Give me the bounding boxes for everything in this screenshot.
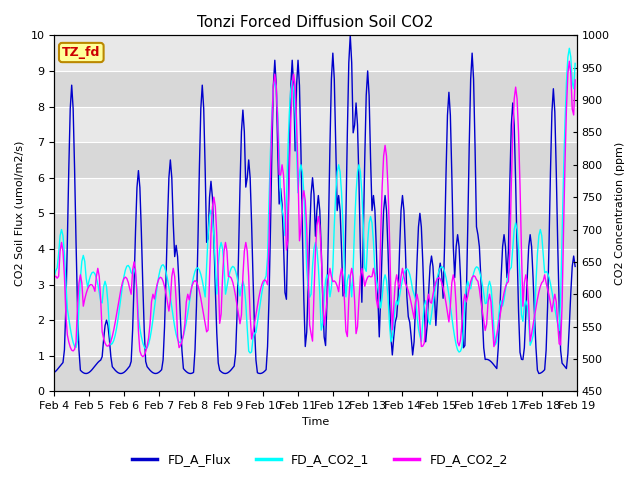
Bar [54, 142, 577, 178]
Text: TZ_fd: TZ_fd [62, 46, 100, 59]
Legend: FD_A_Flux, FD_A_CO2_1, FD_A_CO2_2: FD_A_Flux, FD_A_CO2_1, FD_A_CO2_2 [127, 448, 513, 471]
Title: Tonzi Forced Diffusion Soil CO2: Tonzi Forced Diffusion Soil CO2 [197, 15, 434, 30]
Bar [54, 178, 577, 213]
Bar [54, 107, 577, 142]
Y-axis label: CO2 Concentration (ppm): CO2 Concentration (ppm) [615, 142, 625, 285]
Bar [54, 36, 577, 71]
Bar [54, 249, 577, 285]
X-axis label: Time: Time [302, 417, 329, 427]
Y-axis label: CO2 Soil Flux (umol/m2/s): CO2 Soil Flux (umol/m2/s) [15, 141, 25, 286]
Bar [54, 285, 577, 320]
Bar [54, 356, 577, 391]
Bar [54, 71, 577, 107]
Bar [54, 320, 577, 356]
Bar [54, 213, 577, 249]
